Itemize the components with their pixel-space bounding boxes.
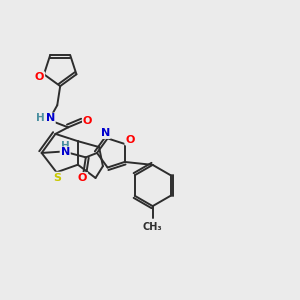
Text: O: O (78, 173, 87, 183)
Text: H: H (61, 141, 70, 151)
Text: O: O (83, 116, 92, 126)
Text: O: O (125, 134, 135, 145)
Text: N: N (61, 147, 70, 158)
Text: S: S (53, 172, 61, 183)
Text: O: O (35, 72, 44, 82)
Text: N: N (46, 113, 55, 124)
Text: H: H (36, 113, 44, 124)
Text: CH₃: CH₃ (143, 222, 163, 232)
Text: N: N (100, 128, 110, 138)
